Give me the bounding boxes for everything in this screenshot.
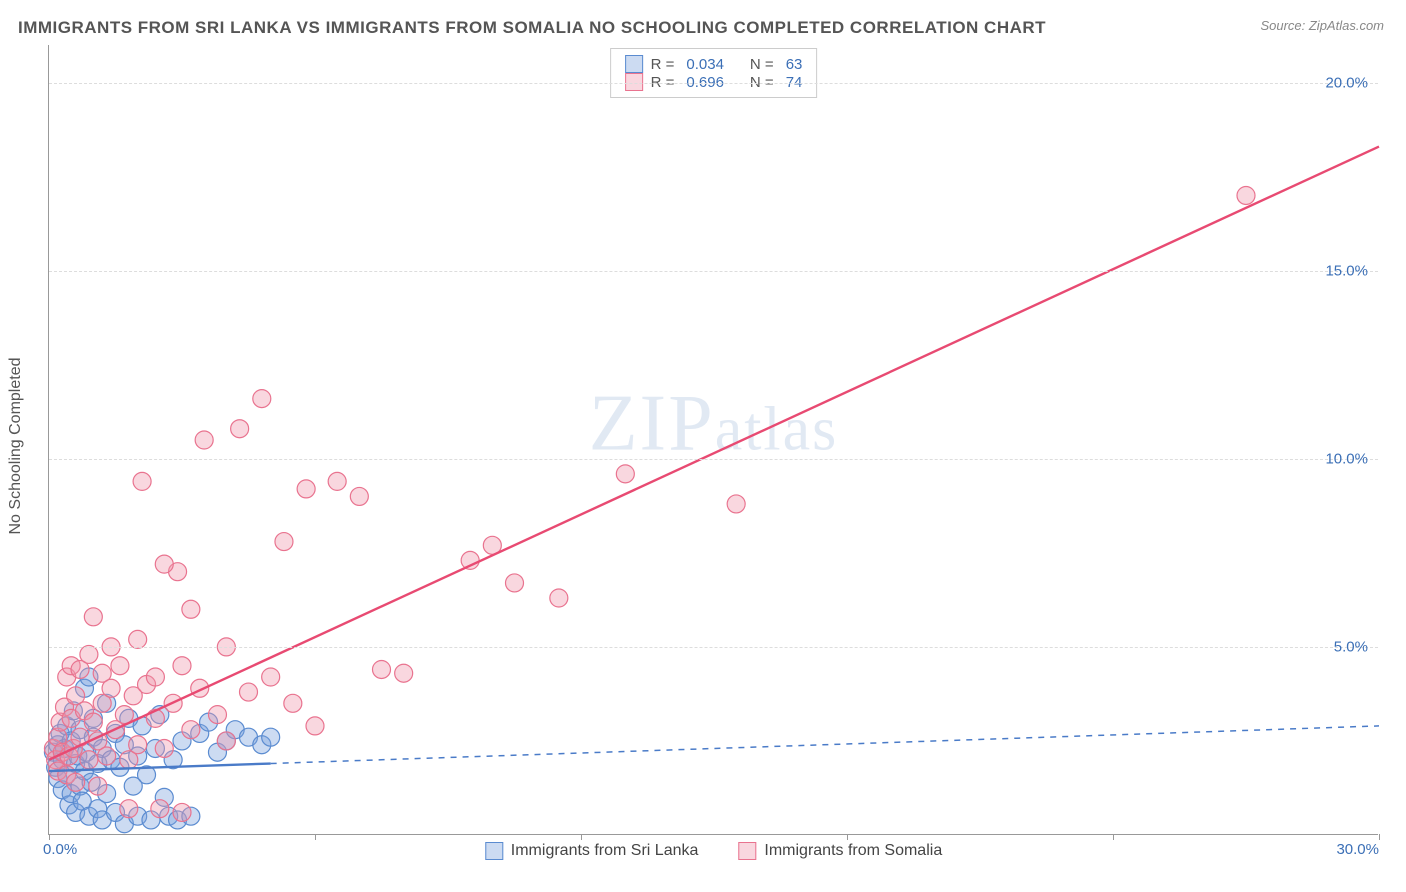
- scatter-point-somalia: [231, 420, 249, 438]
- legend-swatch-icon: [625, 55, 643, 73]
- y-tick-label: 10.0%: [1325, 450, 1368, 467]
- scatter-point-somalia: [129, 736, 147, 754]
- scatter-point-somalia: [173, 803, 191, 821]
- scatter-point-somalia: [297, 480, 315, 498]
- y-tick-label: 15.0%: [1325, 262, 1368, 279]
- scatter-point-somalia: [146, 668, 164, 686]
- scatter-svg: [49, 45, 1378, 834]
- scatter-point-somalia: [195, 431, 213, 449]
- y-tick-label: 5.0%: [1334, 638, 1368, 655]
- scatter-point-somalia: [151, 800, 169, 818]
- chart-container: IMMIGRANTS FROM SRI LANKA VS IMMIGRANTS …: [0, 0, 1406, 892]
- scatter-point-somalia: [155, 555, 173, 573]
- scatter-point-somalia: [173, 657, 191, 675]
- scatter-point-somalia: [373, 660, 391, 678]
- gridline: [49, 647, 1378, 648]
- chart-title: IMMIGRANTS FROM SRI LANKA VS IMMIGRANTS …: [18, 18, 1046, 38]
- y-axis-label: No Schooling Completed: [7, 358, 25, 535]
- scatter-point-somalia: [208, 706, 226, 724]
- scatter-point-somalia: [550, 589, 568, 607]
- legend-series-name: Immigrants from Sri Lanka: [511, 842, 699, 860]
- legend-series-name: Immigrants from Somalia: [764, 842, 942, 860]
- scatter-point-somalia: [80, 751, 98, 769]
- scatter-point-somalia: [328, 472, 346, 490]
- scatter-point-somalia: [84, 713, 102, 731]
- scatter-point-somalia: [262, 668, 280, 686]
- legend-r-label: R =: [651, 56, 675, 73]
- scatter-point-somalia: [1237, 186, 1255, 204]
- regression-line-somalia: [49, 147, 1379, 760]
- source-label: Source: ZipAtlas.com: [1260, 18, 1384, 33]
- scatter-point-somalia: [133, 472, 151, 490]
- scatter-point-somalia: [98, 747, 116, 765]
- scatter-point-somalia: [395, 664, 413, 682]
- scatter-point-somalia: [284, 694, 302, 712]
- scatter-point-somalia: [102, 679, 120, 697]
- x-tick: [315, 834, 316, 840]
- legend-item-somalia: Immigrants from Somalia: [738, 842, 942, 860]
- regression-line-dash-sri-lanka: [271, 726, 1379, 764]
- y-tick-label: 20.0%: [1325, 74, 1368, 91]
- legend-stat-row-sri-lanka: R = 0.034 N = 63: [625, 55, 803, 73]
- scatter-point-somalia: [506, 574, 524, 592]
- scatter-point-sri-lanka: [262, 728, 280, 746]
- scatter-point-somalia: [182, 721, 200, 739]
- scatter-point-somalia: [182, 600, 200, 618]
- scatter-point-somalia: [129, 630, 147, 648]
- legend-r-value: 0.034: [686, 56, 724, 73]
- scatter-point-somalia: [89, 777, 107, 795]
- legend-n-label: N =: [750, 56, 774, 73]
- legend-series: Immigrants from Sri Lanka Immigrants from…: [485, 842, 942, 860]
- legend-swatch-icon: [738, 842, 756, 860]
- legend-n-value: 63: [786, 56, 803, 73]
- x-tick: [1113, 834, 1114, 840]
- x-tick: [1379, 834, 1380, 840]
- legend-swatch-icon: [485, 842, 503, 860]
- scatter-point-somalia: [146, 709, 164, 727]
- legend-item-sri-lanka: Immigrants from Sri Lanka: [485, 842, 699, 860]
- scatter-point-somalia: [253, 390, 271, 408]
- scatter-point-somalia: [217, 732, 235, 750]
- scatter-point-somalia: [240, 683, 258, 701]
- scatter-point-somalia: [67, 773, 85, 791]
- x-tick-label: 0.0%: [43, 841, 77, 858]
- scatter-point-somalia: [350, 487, 368, 505]
- plot-area: ZIPatlas R =0.034N =63R =0.696N =74 Immi…: [48, 45, 1378, 835]
- scatter-point-somalia: [111, 657, 129, 675]
- x-tick-label: 30.0%: [1336, 841, 1379, 858]
- scatter-point-somalia: [727, 495, 745, 513]
- scatter-point-somalia: [120, 800, 138, 818]
- gridline: [49, 83, 1378, 84]
- scatter-point-somalia: [616, 465, 634, 483]
- scatter-point-somalia: [275, 533, 293, 551]
- scatter-point-somalia: [84, 608, 102, 626]
- x-tick: [581, 834, 582, 840]
- legend-stats: R =0.034N =63R =0.696N =74: [610, 48, 818, 98]
- x-tick: [847, 834, 848, 840]
- gridline: [49, 459, 1378, 460]
- gridline: [49, 271, 1378, 272]
- scatter-point-somalia: [155, 739, 173, 757]
- x-tick: [49, 834, 50, 840]
- scatter-point-somalia: [80, 645, 98, 663]
- scatter-point-somalia: [306, 717, 324, 735]
